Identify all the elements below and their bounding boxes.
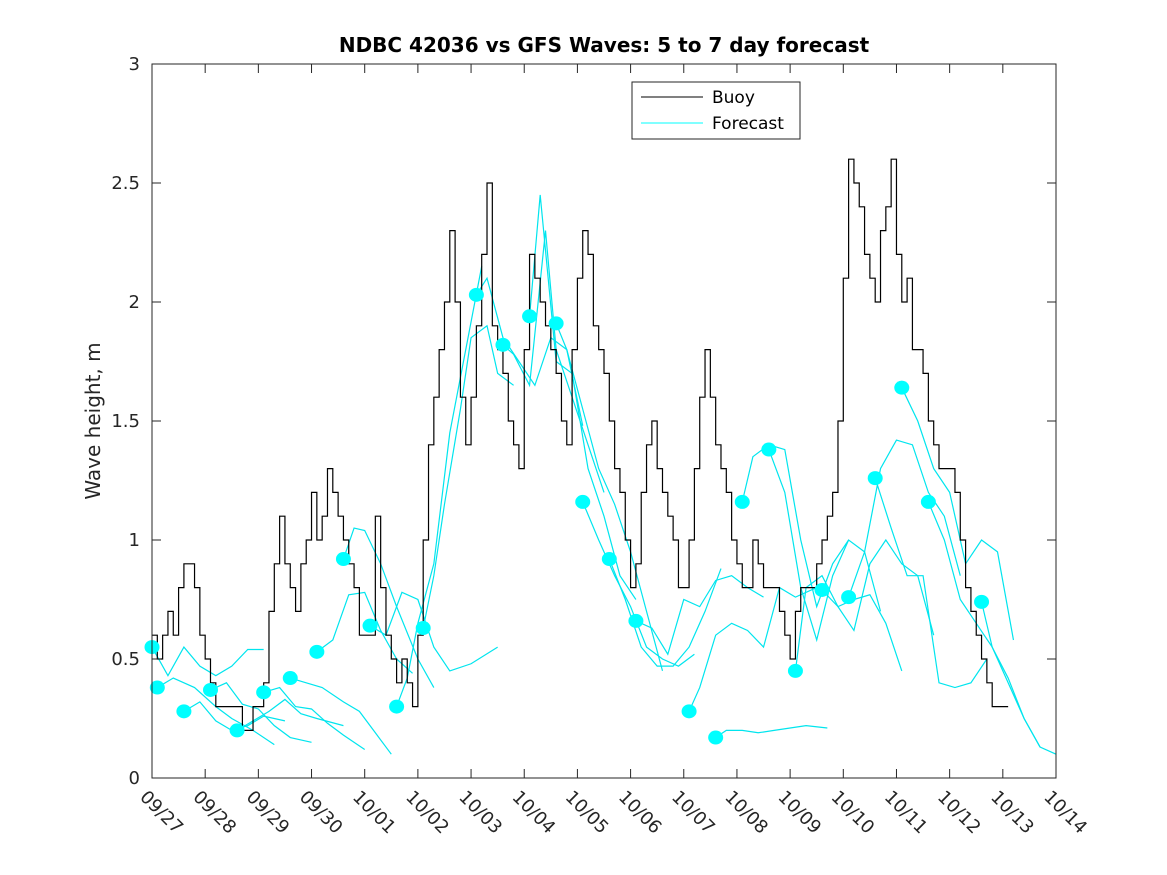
y-axis-label: Wave height, m [81, 342, 105, 499]
forecast-start-marker [681, 704, 697, 719]
forecast-line [396, 266, 483, 707]
forecast-start-marker [176, 704, 192, 719]
forecast-start-marker [708, 730, 724, 745]
forecast-line [608, 558, 722, 667]
forecast-line [369, 591, 498, 672]
forecast-start-marker [575, 494, 591, 509]
x-tick-label: 09/28 [189, 787, 241, 839]
y-axis: 0 0.5 1 1.5 2 2.5 3 [111, 54, 1056, 789]
x-tick-label: 10/01 [348, 787, 400, 839]
forecast-start-marker [548, 316, 564, 331]
x-tick-label: 10/07 [667, 787, 719, 839]
x-tick-label: 10/11 [880, 787, 932, 839]
x-axis: 09/27 09/28 09/29 09/30 10/01 10/02 10/03 10/04… [135, 64, 1091, 838]
forecast-start-marker [522, 309, 538, 324]
forecast-series-layer [152, 194, 1056, 755]
forecast-line [290, 677, 392, 755]
x-tick-label: 10/14 [1039, 787, 1091, 839]
forecast-line [688, 586, 817, 712]
x-tick-label: 10/10 [827, 787, 879, 839]
forecast-start-marker [601, 552, 617, 567]
forecast-start-marker [468, 287, 484, 302]
forecast-line [927, 501, 1041, 748]
forecast-line [848, 439, 961, 598]
forecast-line [980, 601, 1056, 755]
forecast-start-marker [229, 723, 245, 738]
forecast-line [741, 444, 850, 609]
y-tick-label: 2 [129, 292, 140, 313]
x-tick-label: 09/27 [135, 787, 187, 839]
legend: Buoy Forecast [631, 81, 801, 140]
plot-frame [151, 63, 1057, 779]
y-tick-label: 0.5 [111, 649, 140, 670]
forecast-start-marker [787, 663, 803, 678]
forecast-line [821, 538, 935, 636]
forecast-start-marker [202, 682, 218, 697]
forecast-line [768, 449, 882, 643]
forecast-start-marker [814, 582, 830, 597]
forecast-start-marker [628, 613, 644, 628]
forecast-start-marker [362, 618, 378, 633]
forecast-line [582, 501, 695, 667]
y-tick-label: 0 [129, 768, 140, 789]
y-tick-label: 1 [129, 530, 140, 551]
forecast-line [502, 230, 605, 493]
y-tick-label: 2.5 [111, 173, 140, 194]
forecast-start-marker [495, 337, 511, 352]
forecast-start-marker [389, 699, 405, 714]
forecast-start-marker [282, 671, 298, 686]
forecast-start-marker [415, 621, 431, 636]
forecast-start-marker [867, 471, 883, 486]
x-tick-label: 10/04 [508, 787, 560, 839]
x-tick-label: 10/12 [933, 787, 985, 839]
chart-title: NDBC 42036 vs GFS Waves: 5 to 7 day fore… [339, 33, 870, 57]
forecast-line [210, 682, 312, 743]
forecast-start-marker [841, 590, 857, 605]
x-tick-label: 09/29 [242, 787, 294, 839]
forecast-start-marker [309, 644, 325, 659]
forecast-line [528, 194, 637, 600]
x-tick-label: 10/02 [401, 787, 453, 839]
forecast-line [874, 477, 988, 689]
forecast-start-marker [256, 685, 272, 700]
forecast-start-marker [761, 442, 777, 457]
forecast-start-marker [734, 494, 750, 509]
x-tick-label: 10/06 [614, 787, 666, 839]
forecast-line [422, 324, 514, 629]
x-tick-label: 09/30 [295, 787, 347, 839]
forecast-line [263, 686, 366, 750]
forecast-marker-layer [144, 287, 990, 745]
x-tick-label: 10/13 [986, 787, 1038, 839]
y-tick-label: 3 [129, 54, 140, 75]
x-tick-label: 10/08 [720, 787, 772, 839]
forecast-start-marker [920, 494, 936, 509]
forecast-line [152, 646, 264, 677]
forecast-start-marker [974, 594, 990, 609]
y-tick-label: 1.5 [111, 411, 140, 432]
forecast-start-marker [335, 552, 351, 567]
legend-buoy-label: Buoy [712, 88, 755, 108]
forecast-line [715, 725, 828, 739]
forecast-line [555, 323, 664, 672]
buoy-series-layer [152, 158, 1009, 731]
x-tick-label: 10/09 [774, 787, 826, 839]
forecast-start-marker [149, 680, 165, 695]
legend-box [631, 81, 801, 140]
forecast-line [316, 591, 413, 674]
buoy-line [152, 158, 1009, 731]
x-tick-label: 10/03 [455, 787, 507, 839]
forecast-start-marker [894, 380, 910, 395]
forecast-line [901, 387, 1015, 641]
legend-forecast-label: Forecast [712, 114, 784, 134]
x-tick-label: 10/05 [561, 787, 613, 839]
forecast-line [475, 276, 584, 426]
